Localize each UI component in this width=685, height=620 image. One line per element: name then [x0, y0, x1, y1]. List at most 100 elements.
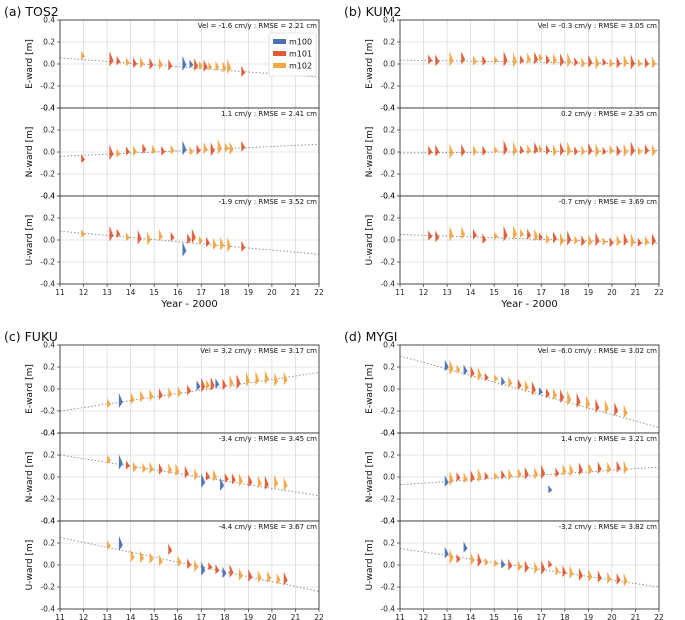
data-point: [517, 560, 522, 572]
y-tick-label: 0.4: [383, 16, 395, 25]
y-tick-label: 0.0: [383, 561, 395, 570]
data-point: [560, 53, 565, 67]
data-point: [125, 146, 130, 156]
data-point: [644, 57, 649, 69]
data-point: [524, 379, 529, 393]
data-point: [158, 463, 163, 475]
x-tick-label: 11: [55, 288, 65, 297]
data-point: [238, 473, 243, 487]
data-point: [196, 144, 201, 155]
data-point: [548, 485, 553, 494]
trend-line: [59, 230, 320, 255]
data-point: [435, 144, 440, 157]
data-point: [116, 148, 121, 158]
data-point: [569, 565, 574, 579]
data-point: [520, 145, 525, 155]
data-point: [107, 540, 112, 550]
data-point: [187, 558, 192, 570]
data-point: [449, 225, 454, 242]
panel-annotation: 1.1 cm/y : RMSE = 2.41 cm: [221, 110, 317, 118]
data-point: [118, 392, 123, 408]
y-tick-label: 0.4: [383, 104, 395, 113]
data-point: [463, 472, 468, 484]
data-point: [449, 51, 454, 67]
data-point: [508, 558, 513, 571]
data-point: [81, 154, 86, 163]
x-axis-label: Year - 2000: [500, 299, 558, 310]
y-tick-label: 0.0: [383, 236, 395, 245]
y-tick-label: 0.2: [43, 126, 55, 135]
data-point: [494, 145, 499, 154]
x-tick-label: 15: [489, 288, 499, 297]
data-point: [182, 140, 187, 156]
data-point: [560, 142, 565, 157]
x-tick-label: 19: [244, 613, 254, 620]
data-point: [428, 54, 433, 65]
data-point: [274, 372, 279, 387]
x-tick-label: 22: [654, 288, 664, 297]
data-point: [132, 57, 137, 69]
y-tick-label: 0.2: [383, 451, 395, 460]
data-point: [609, 144, 614, 155]
data-point: [472, 55, 477, 66]
panel-2: 0.4 0.2 0.0 -0.2 -0.4 1.1 cm/y : RMSE = 2.41 …: [25, 104, 320, 201]
panel-frame: [399, 520, 660, 610]
data-point: [142, 462, 147, 474]
y-tick-label: -0.4: [380, 192, 395, 201]
y-tick-label: 0.0: [43, 60, 55, 69]
data-point: [107, 454, 112, 465]
y-tick-label: 0.4: [43, 429, 55, 438]
data-point: [553, 144, 558, 157]
data-point: [227, 236, 232, 253]
data-point: [109, 225, 114, 242]
data-point: [461, 226, 466, 240]
data-point: [222, 566, 227, 579]
chart-title: (b) KUM2: [344, 4, 401, 19]
data-point: [534, 141, 539, 155]
x-tick-label: 14: [466, 288, 476, 297]
x-tick-label: 16: [173, 288, 183, 297]
data-point: [191, 228, 196, 244]
x-tick-label: 17: [196, 288, 206, 297]
data-point: [248, 474, 253, 488]
x-tick-label: 22: [314, 288, 324, 297]
y-tick-label: -0.4: [380, 429, 395, 438]
x-tick-label: 11: [55, 613, 65, 620]
data-point: [220, 236, 225, 251]
data-point: [548, 559, 553, 569]
data-point: [198, 235, 203, 245]
data-point: [545, 233, 550, 244]
data-point: [477, 552, 482, 568]
x-tick-label: 19: [584, 613, 594, 620]
x-tick-label: 22: [654, 613, 664, 620]
x-tick-label: 14: [466, 613, 476, 620]
data-point: [527, 228, 532, 240]
data-point: [222, 61, 227, 73]
x-tick-label: 19: [584, 288, 594, 297]
y-tick-label: 0.2: [43, 539, 55, 548]
data-point: [246, 372, 251, 387]
data-point: [220, 477, 225, 491]
y-tick-label: -0.4: [40, 605, 55, 614]
data-point: [428, 145, 433, 156]
data-point: [644, 235, 649, 247]
x-tick-label: 21: [631, 613, 641, 620]
data-point: [541, 464, 546, 480]
data-point: [449, 143, 454, 159]
data-point: [616, 573, 621, 585]
data-point: [623, 573, 628, 587]
data-point: [586, 395, 591, 410]
data-point: [132, 145, 137, 157]
data-point: [527, 52, 532, 64]
y-axis-label: E-ward [m]: [365, 39, 375, 89]
x-tick-label: 11: [395, 613, 405, 620]
data-point: [609, 57, 614, 68]
data-point: [428, 230, 433, 241]
data-point: [137, 229, 142, 245]
data-point: [651, 144, 656, 157]
data-point: [229, 141, 234, 155]
data-point: [444, 546, 449, 559]
y-tick-label: 0.0: [383, 148, 395, 157]
data-point: [470, 470, 475, 483]
